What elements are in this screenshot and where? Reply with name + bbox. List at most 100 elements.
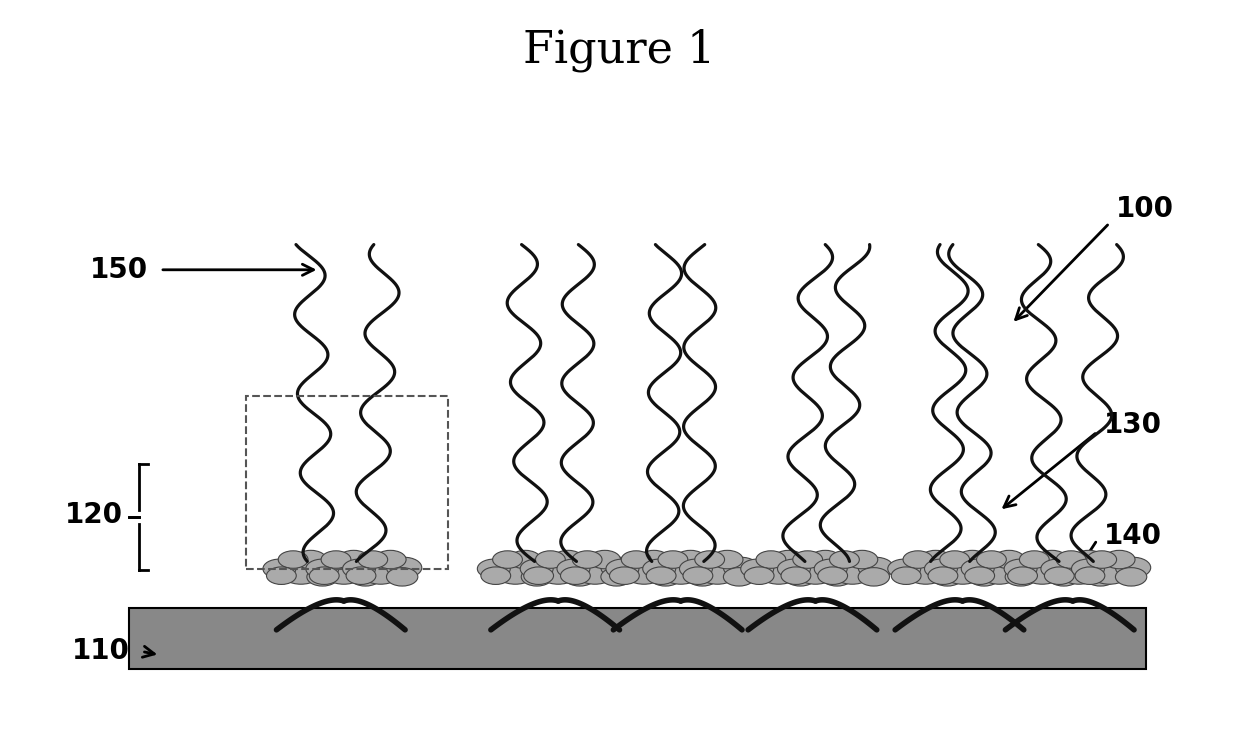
Bar <box>245 396 449 569</box>
Circle shape <box>1044 567 1074 584</box>
Circle shape <box>957 550 987 569</box>
Circle shape <box>564 567 596 586</box>
Circle shape <box>522 557 556 578</box>
Bar <box>129 608 1146 669</box>
Circle shape <box>575 560 616 584</box>
Circle shape <box>509 550 541 569</box>
Circle shape <box>686 557 722 578</box>
Circle shape <box>859 567 890 586</box>
Circle shape <box>814 559 847 578</box>
Circle shape <box>932 567 963 586</box>
Circle shape <box>660 560 701 584</box>
Circle shape <box>610 567 639 584</box>
Circle shape <box>522 567 553 586</box>
Circle shape <box>809 550 841 569</box>
Circle shape <box>606 559 639 578</box>
Circle shape <box>477 559 510 578</box>
Circle shape <box>374 550 406 569</box>
Circle shape <box>553 550 584 569</box>
Circle shape <box>621 550 650 568</box>
Circle shape <box>888 559 921 578</box>
Circle shape <box>698 560 738 584</box>
Circle shape <box>1041 559 1074 578</box>
Circle shape <box>976 550 1006 568</box>
Circle shape <box>695 550 725 568</box>
Circle shape <box>1058 560 1099 584</box>
Circle shape <box>1075 567 1105 584</box>
Circle shape <box>903 550 933 568</box>
Text: 130: 130 <box>1104 410 1161 439</box>
Circle shape <box>589 550 621 569</box>
Circle shape <box>773 550 804 569</box>
Circle shape <box>387 557 421 578</box>
Circle shape <box>675 550 706 569</box>
Circle shape <box>1087 550 1116 568</box>
Circle shape <box>846 550 877 569</box>
Circle shape <box>342 559 375 578</box>
Circle shape <box>1089 560 1130 584</box>
Circle shape <box>821 567 852 586</box>
Circle shape <box>965 567 995 584</box>
Circle shape <box>564 557 600 578</box>
Circle shape <box>650 557 685 578</box>
Circle shape <box>686 567 717 586</box>
Circle shape <box>745 567 774 584</box>
Circle shape <box>650 567 681 586</box>
Circle shape <box>266 567 296 584</box>
Circle shape <box>961 559 994 578</box>
Circle shape <box>321 550 351 568</box>
Circle shape <box>994 550 1025 569</box>
Circle shape <box>979 560 1020 584</box>
Circle shape <box>1048 557 1083 578</box>
Circle shape <box>358 550 388 568</box>
Circle shape <box>724 557 758 578</box>
Circle shape <box>307 557 342 578</box>
Circle shape <box>338 550 369 569</box>
Circle shape <box>758 560 799 584</box>
Circle shape <box>1115 557 1151 578</box>
Circle shape <box>741 559 773 578</box>
Circle shape <box>724 567 755 586</box>
Circle shape <box>1005 557 1041 578</box>
Circle shape <box>891 567 921 584</box>
Circle shape <box>601 567 632 586</box>
Circle shape <box>781 567 810 584</box>
Circle shape <box>793 550 823 568</box>
Circle shape <box>795 560 836 584</box>
Circle shape <box>859 557 893 578</box>
Circle shape <box>1022 560 1063 584</box>
Circle shape <box>361 560 401 584</box>
Circle shape <box>1104 550 1135 569</box>
Text: 150: 150 <box>89 255 147 284</box>
Circle shape <box>1048 567 1079 586</box>
Circle shape <box>346 567 375 584</box>
Circle shape <box>1020 550 1049 568</box>
Circle shape <box>924 559 958 578</box>
Circle shape <box>1036 550 1068 569</box>
Circle shape <box>942 560 983 584</box>
Circle shape <box>830 550 860 568</box>
Circle shape <box>494 560 535 584</box>
Circle shape <box>306 559 338 578</box>
Circle shape <box>932 557 966 578</box>
Circle shape <box>1005 567 1037 586</box>
Text: 100: 100 <box>1115 195 1173 222</box>
Circle shape <box>928 567 958 584</box>
Circle shape <box>310 567 339 584</box>
Circle shape <box>1085 567 1116 586</box>
Circle shape <box>307 567 338 586</box>
Circle shape <box>940 550 970 568</box>
Text: 140: 140 <box>1104 522 1161 550</box>
Circle shape <box>756 550 786 568</box>
Circle shape <box>493 550 523 568</box>
Circle shape <box>969 557 1004 578</box>
Circle shape <box>560 567 590 584</box>
Circle shape <box>295 550 326 569</box>
Text: Figure 1: Figure 1 <box>523 29 716 72</box>
Circle shape <box>279 550 309 568</box>
Circle shape <box>1007 567 1037 584</box>
Circle shape <box>387 567 418 586</box>
Text: 110: 110 <box>72 637 129 666</box>
Circle shape <box>679 559 712 578</box>
Circle shape <box>711 550 743 569</box>
